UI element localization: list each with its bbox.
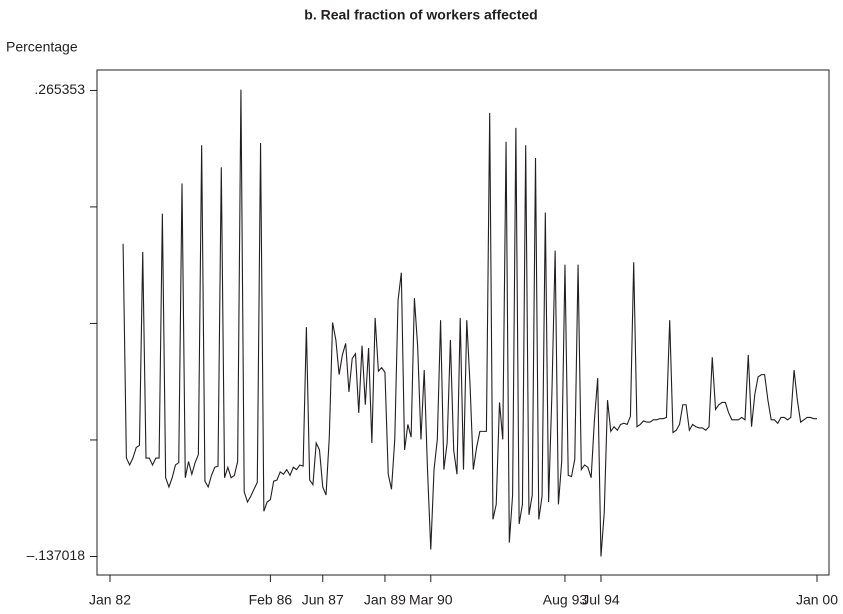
x-tick-label: Jul 94 — [582, 592, 620, 608]
x-tick-label: Aug 93 — [543, 592, 588, 608]
x-tick-label: Jan 00 — [796, 592, 838, 608]
y-tick-label: .265353 — [34, 81, 85, 97]
x-tick-label: Jan 89 — [364, 592, 406, 608]
y-tick-label: –.137018 — [27, 547, 86, 563]
x-tick-label: Jan 82 — [89, 592, 131, 608]
x-tick-label: Mar 90 — [409, 592, 453, 608]
data-line — [122, 89, 817, 557]
plot-frame — [96, 69, 830, 576]
chart-title: b. Real fraction of workers affected — [304, 7, 537, 23]
y-axis-label: Percentage — [6, 39, 78, 55]
x-tick-label: Jun 87 — [302, 592, 344, 608]
x-tick-label: Feb 86 — [249, 592, 293, 608]
